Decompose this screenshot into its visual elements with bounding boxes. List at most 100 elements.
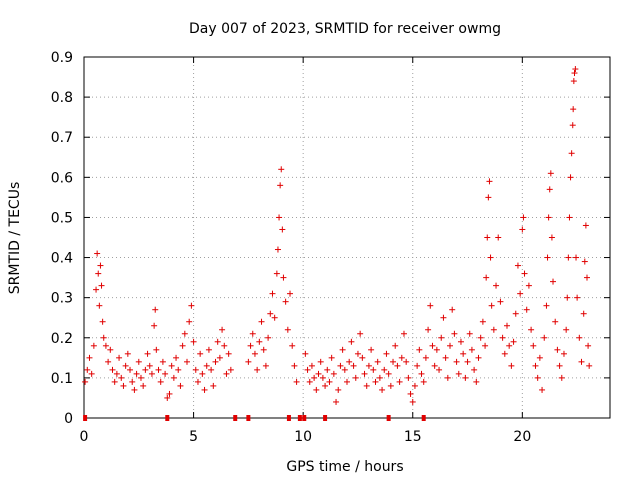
data-point: [86, 354, 93, 361]
data-point: [431, 362, 438, 369]
data-point: [455, 370, 462, 377]
data-points: [82, 66, 593, 405]
data-point: [582, 222, 589, 229]
gap-marker: [165, 415, 170, 421]
data-point: [536, 354, 543, 361]
gap-marker: [286, 415, 291, 421]
y-tick-label: 0.8: [51, 90, 73, 106]
data-point: [315, 370, 322, 377]
data-point: [99, 318, 106, 325]
data-point: [335, 386, 342, 393]
data-point: [503, 322, 510, 329]
data-point: [337, 362, 344, 369]
data-point: [262, 362, 269, 369]
data-point: [168, 362, 175, 369]
data-point: [558, 374, 565, 381]
data-point: [546, 186, 553, 193]
data-point: [155, 366, 162, 373]
data-point: [585, 342, 592, 349]
data-point: [407, 390, 414, 397]
data-point: [293, 378, 300, 385]
data-point: [409, 398, 416, 405]
gap-marker: [83, 415, 88, 421]
y-tick-label: 0.5: [51, 210, 73, 226]
data-point: [322, 382, 329, 389]
data-point: [256, 338, 263, 345]
data-point: [166, 390, 173, 397]
data-point: [479, 318, 486, 325]
data-point: [179, 342, 186, 349]
data-point: [223, 370, 230, 377]
y-tick-label: 0.6: [51, 170, 73, 186]
data-point: [188, 302, 195, 309]
data-point: [383, 350, 390, 357]
data-point: [278, 166, 285, 173]
data-point: [466, 330, 473, 337]
data-point: [306, 378, 313, 385]
data-point: [339, 346, 346, 353]
data-point: [568, 150, 575, 157]
data-point: [396, 378, 403, 385]
data-point: [287, 290, 294, 297]
data-point: [354, 350, 361, 357]
data-point: [175, 366, 182, 373]
data-point: [214, 338, 221, 345]
data-point: [146, 362, 153, 369]
data-point: [116, 354, 123, 361]
data-point: [249, 330, 256, 337]
data-point: [137, 374, 144, 381]
data-point: [468, 346, 475, 353]
data-point: [284, 326, 291, 333]
data-point: [477, 334, 484, 341]
data-point: [501, 350, 508, 357]
data-point: [572, 66, 579, 73]
data-point: [541, 334, 548, 341]
data-point: [90, 342, 97, 349]
data-point: [403, 358, 410, 365]
data-point: [346, 358, 353, 365]
data-point: [532, 362, 539, 369]
gap-marker: [246, 415, 251, 421]
data-point: [427, 302, 434, 309]
x-tick-label: 5: [189, 429, 198, 445]
data-point: [379, 386, 386, 393]
data-point: [98, 282, 105, 289]
data-point: [333, 398, 340, 405]
data-point: [258, 318, 265, 325]
data-point: [291, 362, 298, 369]
data-point: [485, 194, 492, 201]
grid-lines: [84, 57, 610, 418]
chart-title: Day 007 of 2023, SRMTID for receiver owm…: [189, 21, 501, 37]
data-point: [95, 270, 102, 277]
data-point: [365, 362, 372, 369]
data-point: [107, 346, 114, 353]
x-tick-label: 0: [80, 429, 89, 445]
data-point: [267, 310, 274, 317]
data-point: [420, 378, 427, 385]
y-tick-label: 0.3: [51, 291, 73, 307]
data-point: [131, 386, 138, 393]
data-point: [205, 346, 212, 353]
data-point: [88, 370, 95, 377]
data-point: [199, 370, 206, 377]
data-point: [545, 214, 552, 221]
data-point: [363, 382, 370, 389]
data-point: [449, 306, 456, 313]
data-point: [392, 342, 399, 349]
data-point: [274, 246, 281, 253]
data-point: [573, 254, 580, 261]
data-point: [473, 378, 480, 385]
data-point: [84, 366, 91, 373]
data-point: [462, 374, 469, 381]
data-point: [279, 226, 286, 233]
data-point: [96, 302, 103, 309]
data-point: [247, 342, 254, 349]
data-point: [144, 350, 151, 357]
data-point: [510, 338, 517, 345]
gap-marker: [233, 415, 238, 421]
data-point: [164, 394, 171, 401]
data-point: [433, 346, 440, 353]
data-point: [368, 346, 375, 353]
data-point: [173, 354, 180, 361]
data-point: [219, 326, 226, 333]
